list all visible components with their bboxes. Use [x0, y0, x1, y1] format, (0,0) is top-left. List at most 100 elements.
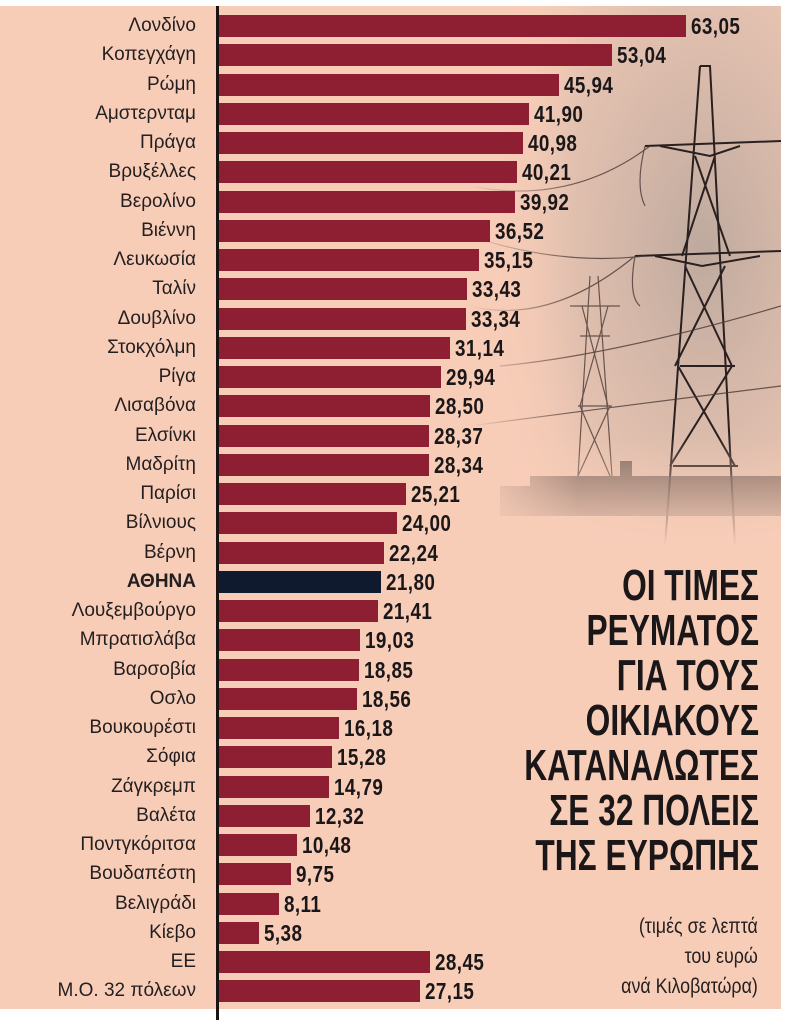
value-label: 21,80	[385, 568, 435, 595]
city-label: Βερολίνο	[120, 190, 196, 212]
city-label: Αμστερνταμ	[95, 102, 196, 124]
value-label: 28,50	[435, 393, 485, 420]
bar-row: Βαλέτα 12,32	[0, 801, 781, 830]
value-label: 9,75	[296, 861, 335, 888]
value-label: 53,04	[617, 42, 667, 69]
title-line: ΚΑΤΑΝΑΛΩΤΕΣ	[524, 741, 759, 790]
city-label: Ελσίνκι	[134, 424, 196, 446]
city-label: Μ.Ο. 32 πόλεων	[57, 980, 196, 1002]
bar	[219, 717, 339, 739]
bar-row: Μαδρίτη 28,34	[0, 450, 781, 479]
value-label: 41,90	[534, 100, 584, 127]
subtitle-line: ανά Κιλοβατώρα)	[621, 975, 758, 998]
value-label: 16,18	[343, 715, 394, 741]
bar	[219, 249, 480, 271]
bar	[219, 424, 430, 447]
bar-row: Βουδαπέστη 9,75	[0, 859, 781, 888]
bar	[219, 453, 429, 476]
bar	[219, 395, 431, 418]
city-label: Λευκωσία	[113, 249, 196, 270]
bar	[219, 512, 397, 535]
bar	[219, 804, 311, 827]
bar-row: Ποντγκόριτσα 10,48	[0, 830, 781, 859]
title-line: ΣΕ 32 ΠΟΛΕΙΣ	[549, 786, 759, 835]
value-label: 12,32	[315, 802, 365, 829]
city-label: Οσλο	[149, 687, 196, 709]
bar	[219, 102, 530, 125]
bar	[219, 307, 467, 330]
bar	[219, 687, 357, 710]
city-label: Ποντγκόριτσα	[80, 834, 196, 855]
chart-panel: Λονδίνο 63,05 Κοπεγχάγη 53,04 Ρώμη 45,94 Αμστε…	[0, 6, 781, 1009]
city-label: Βουδαπέστη	[89, 863, 196, 885]
bar	[219, 366, 441, 388]
bar-row: Ρίγα 29,94	[0, 362, 781, 391]
value-label: 18,85	[363, 656, 413, 683]
bar-row: ΕΕ 28,45	[0, 947, 781, 976]
bar-row: Κοπεγχάγη 53,04	[0, 40, 781, 69]
city-label: ΑΘΗΝΑ	[126, 570, 196, 592]
bar	[219, 629, 360, 652]
value-label: 45,94	[564, 71, 614, 98]
bar	[219, 746, 333, 769]
bar-row: Πράγα 40,98	[0, 128, 781, 157]
value-label: 28,45	[434, 949, 485, 975]
value-label: 33,34	[471, 305, 521, 332]
city-label: Στοκχόλμη	[107, 336, 196, 358]
chart-title: ΟΙ ΤΙΜΕΣ ΡΕΥΜΑΤΟΣ ΓΙΑ ΤΟΥΣ ΟΙΚΙΑΚΟΥΣ ΚΑΤ…	[521, 563, 759, 878]
bar-row: Ζάγκρεμπ 14,79	[0, 772, 781, 801]
bar-row: Παρίσι 25,21	[0, 479, 781, 508]
bar	[219, 336, 450, 359]
bar-row: Στοκχόλμη 31,14	[0, 333, 781, 362]
chart-subtitle: (τιμές σε λεπτά του ευρώ ανά Κιλοβατώρα)	[621, 912, 758, 1002]
bar	[219, 278, 467, 301]
bar-row: Λονδίνο 63,05	[0, 11, 781, 40]
bar	[219, 161, 517, 184]
bar	[219, 892, 280, 915]
value-label: 35,15	[484, 247, 534, 273]
city-label: Λουξεμβούργο	[71, 600, 196, 621]
bar-row: Ταλίν 33,43	[0, 274, 781, 303]
value-label: 22,24	[388, 539, 439, 566]
value-label: 14,79	[333, 773, 383, 800]
city-label: ΕΕ	[170, 951, 196, 972]
bar	[219, 600, 378, 622]
bar	[219, 775, 329, 798]
value-label: 18,56	[361, 685, 411, 712]
bar	[219, 980, 421, 1003]
city-label: Βίλνιους	[125, 512, 196, 534]
city-label: Κοπεγχάγη	[101, 44, 196, 66]
value-label: 63,05	[691, 13, 741, 39]
value-label: 19,03	[365, 627, 415, 654]
bar-row: Ελσίνκι 28,37	[0, 421, 781, 450]
city-label: Σόφια	[146, 746, 196, 768]
title-line: ΓΙΑ ΤΟΥΣ	[616, 651, 759, 700]
power-pylons-photo	[470, 6, 781, 546]
city-label: Λονδίνο	[128, 15, 196, 36]
bar-row: Μπρατισλάβα 19,03	[0, 625, 781, 654]
bar	[219, 658, 359, 681]
title-line: ΡΕΥΜΑΤΟΣ	[586, 606, 759, 655]
value-label: 27,15	[425, 978, 475, 1005]
bar	[219, 73, 560, 96]
city-label: Κίεβο	[149, 921, 196, 943]
value-label: 36,52	[494, 217, 544, 244]
bar-row: Ρώμη 45,94	[0, 70, 781, 99]
city-label: Μαδρίτη	[125, 453, 197, 475]
city-label: Μπρατισλάβα	[79, 629, 196, 651]
bar	[219, 219, 490, 242]
y-axis-line	[216, 6, 219, 1020]
bar-row: Λευκωσία 35,15	[0, 245, 781, 274]
bar-row: Βιέννη 36,52	[0, 216, 781, 245]
bar-row: Αμστερνταμ 41,90	[0, 99, 781, 128]
value-label: 31,14	[454, 334, 504, 361]
bar	[219, 483, 406, 505]
city-label: Βιέννη	[141, 219, 196, 241]
bar-row: Λισαβόνα 28,50	[0, 391, 781, 420]
bar-row: Μ.Ο. 32 πόλεων 27,15	[0, 976, 781, 1005]
title-line: ΤΗΣ ΕΥΡΩΠΗΣ	[535, 831, 759, 880]
title-line: ΟΙ ΤΙΜΕΣ	[622, 561, 759, 610]
bar	[219, 44, 613, 67]
bar-row: Κίεβο 5,38	[0, 918, 781, 947]
bar	[219, 541, 384, 564]
